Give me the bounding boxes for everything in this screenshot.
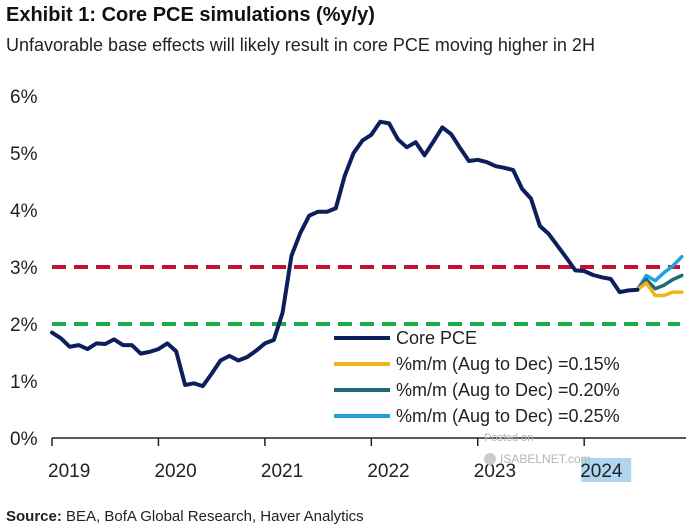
legend: Core PCE %m/m (Aug to Dec) =0.15% %m/m (Au… — [332, 326, 662, 428]
series-line-sim-1 — [635, 281, 684, 298]
y-tick-label: 5% — [10, 144, 38, 165]
source-note: Source: BEA, BofA Global Research, Haver… — [6, 508, 364, 525]
series-line-core-pce — [50, 119, 640, 389]
watermark: Posted on ISABELNET.com — [484, 432, 591, 466]
y-tick-label: 0% — [10, 429, 38, 450]
x-tick-label: 2022 — [367, 461, 409, 482]
source-label: Source: — [6, 508, 62, 525]
x-tick-highlight — [581, 458, 632, 482]
y-tick-label: 6% — [10, 87, 38, 108]
reference-lines — [52, 265, 680, 326]
x-tick-label: 2020 — [154, 461, 196, 482]
series-lines — [50, 119, 684, 389]
chart-title: Exhibit 1: Core PCE simulations (%y/y) — [6, 4, 375, 26]
watermark-line1: Posted on — [484, 432, 534, 444]
x-tick-label: 2021 — [261, 461, 303, 482]
series-line-sim-2 — [635, 273, 684, 292]
legend-label: %m/m (Aug to Dec) =0.15% — [396, 354, 620, 374]
chart-plot: 0% 1% 2% 3% 4% 5% 6% 2019 2020 2021 2022 2023 2024 C… — [10, 87, 686, 482]
legend-label: %m/m (Aug to Dec) =0.20% — [396, 380, 620, 400]
legend-label: Core PCE — [396, 328, 477, 348]
watermark-line2: ISABELNET.com — [500, 452, 591, 466]
series-line-sim-3 — [635, 254, 684, 292]
y-tick-label: 2% — [10, 315, 38, 336]
y-tick-label: 3% — [10, 258, 38, 279]
legend-label: %m/m (Aug to Dec) =0.25% — [396, 406, 620, 426]
source-text: BEA, BofA Global Research, Haver Analyti… — [66, 508, 364, 525]
x-tick-label: 2019 — [48, 461, 90, 482]
watermark-globe-icon — [484, 453, 496, 465]
x-tick-label: 2023 — [474, 461, 516, 482]
x-tick-label: 2024 — [580, 461, 623, 482]
axes: 0% 1% 2% 3% 4% 5% 6% 2019 2020 2021 2022 2023 2024 — [10, 87, 686, 482]
y-tick-label: 4% — [10, 201, 38, 222]
chart-subtitle: Unfavorable base effects will likely res… — [6, 35, 595, 55]
y-tick-label: 1% — [10, 372, 38, 393]
